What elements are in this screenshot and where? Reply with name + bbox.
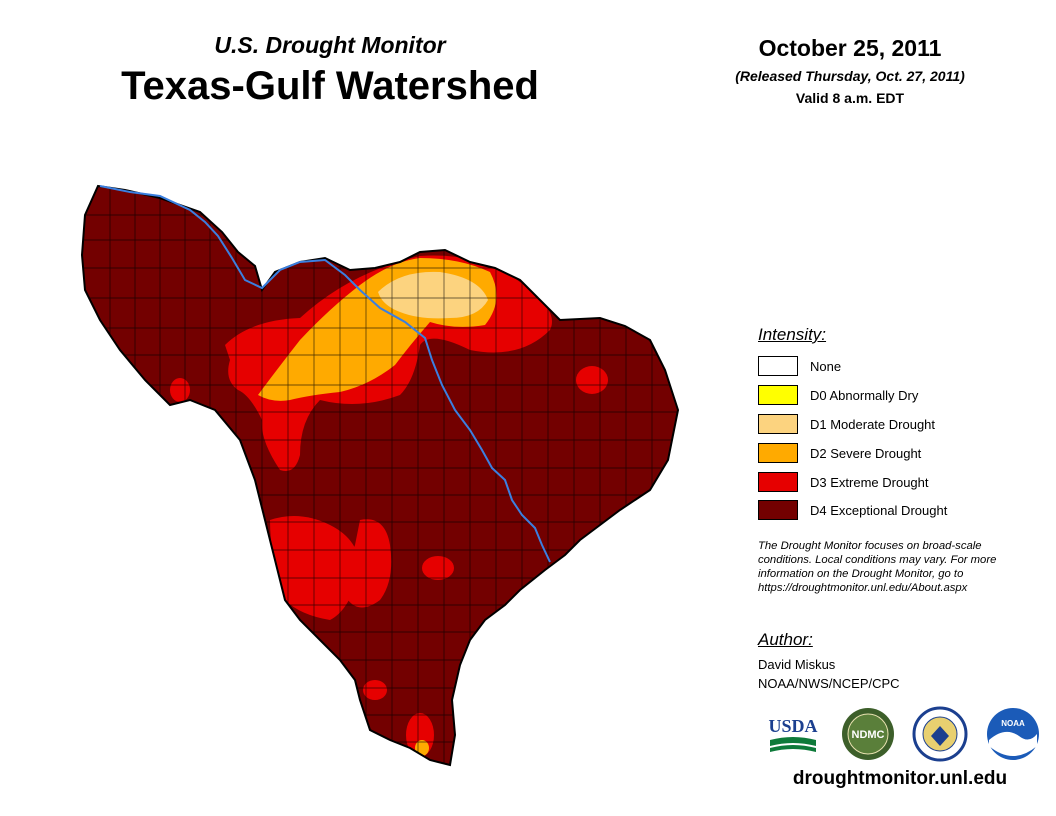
red-river bbox=[99, 185, 551, 563]
legend-item-d4: D4 Exceptional Drought bbox=[758, 499, 947, 521]
note-line: conditions. Local conditions may vary. F… bbox=[758, 554, 997, 566]
legend-swatch-d0 bbox=[758, 385, 798, 405]
website-link[interactable]: droughtmonitor.unl.edu bbox=[792, 768, 1008, 789]
legend-item-none: None bbox=[758, 355, 841, 377]
usda-logo: USDA bbox=[768, 716, 818, 752]
author-org: NOAA/NWS/NCEP/CPC bbox=[758, 676, 900, 691]
region-title: Texas-Gulf Watershed bbox=[121, 64, 539, 108]
author-name: David Miskus bbox=[758, 657, 836, 672]
legend-label: D3 Extreme Drought bbox=[810, 474, 929, 490]
legend-item-d0: D0 Abnormally Dry bbox=[758, 384, 918, 406]
commerce-seal bbox=[912, 706, 968, 762]
d3-area-east bbox=[576, 366, 608, 394]
d4-area bbox=[82, 186, 678, 765]
d1-area bbox=[378, 271, 488, 319]
noaa-logo-text: NOAA bbox=[1001, 719, 1025, 728]
drought-map bbox=[81, 185, 679, 766]
author-title: Author: bbox=[758, 630, 813, 649]
legend-label: D1 Moderate Drought bbox=[810, 416, 936, 432]
d3-area-southwest bbox=[270, 516, 360, 620]
ndmc-logo-text: NDMC bbox=[852, 729, 885, 741]
usda-logo-text: USDA bbox=[768, 716, 817, 736]
legend-item-d2: D2 Severe Drought bbox=[758, 442, 921, 464]
legend-label: D4 Exceptional Drought bbox=[810, 502, 948, 518]
noaa-logo: NOAA bbox=[987, 708, 1039, 760]
release-date: (Released Thursday, Oct. 27, 2011) bbox=[735, 68, 965, 84]
d3-area-south bbox=[363, 680, 387, 700]
d3-area-coast bbox=[422, 556, 454, 580]
legend-swatch-d2 bbox=[758, 443, 798, 463]
note-line: information on the Drought Monitor, go t… bbox=[758, 568, 964, 580]
legend-swatch-d3 bbox=[758, 472, 798, 492]
legend-swatch-d1 bbox=[758, 414, 798, 434]
ndmc-logo: NDMC bbox=[842, 708, 894, 760]
note-line: The Drought Monitor focuses on broad-sca… bbox=[758, 540, 982, 552]
d3-area-west bbox=[170, 378, 190, 402]
note-link[interactable]: https://droughtmonitor.unl.edu/About.asp… bbox=[758, 582, 968, 594]
legend-swatch-none bbox=[758, 356, 798, 376]
valid-time: Valid 8 a.m. EDT bbox=[795, 90, 905, 106]
legend-item-d1: D1 Moderate Drought bbox=[758, 413, 935, 435]
program-title: U.S. Drought Monitor bbox=[214, 32, 446, 58]
legend-label: None bbox=[810, 358, 842, 374]
legend-label: D2 Severe Drought bbox=[810, 445, 922, 461]
disclaimer-note: The Drought Monitor focuses on broad-sca… bbox=[758, 539, 1048, 595]
legend-title: Intensity: bbox=[758, 325, 827, 344]
legend-item-d3: D3 Extreme Drought bbox=[758, 471, 929, 493]
legend-label: D0 Abnormally Dry bbox=[810, 387, 919, 403]
map-date: October 25, 2011 bbox=[758, 35, 942, 61]
legend-swatch-d4 bbox=[758, 500, 798, 520]
d2-area-tip bbox=[415, 740, 429, 756]
d3-area-central-south bbox=[347, 519, 392, 608]
